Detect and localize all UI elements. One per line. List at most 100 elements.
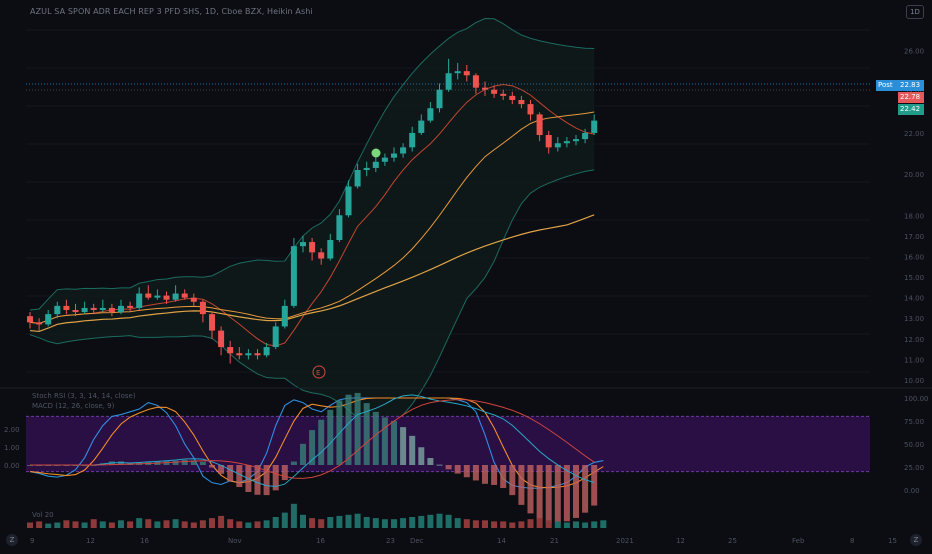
candle-body (545, 135, 552, 148)
candle-body (573, 139, 579, 142)
candle-body (509, 95, 516, 100)
candle-body (245, 353, 252, 356)
candle-body (190, 297, 197, 302)
volume-bar (318, 519, 325, 528)
zoom-right-icon[interactable]: Z (910, 534, 922, 546)
macd-hist-bar (172, 460, 179, 465)
macd-hist-bar (500, 465, 507, 489)
time-tick-label: Dec (410, 537, 424, 545)
post-price-tag: 22.83 (898, 80, 924, 91)
volume-bar (218, 515, 225, 528)
candle-body (436, 89, 443, 109)
macd-hist-bar (391, 420, 397, 465)
price-tick-label: 11.00 (904, 356, 924, 364)
volume-bar (536, 518, 543, 528)
stoch-tick-label: 25.00 (904, 464, 924, 472)
candle-body (145, 293, 152, 298)
price-tick-label: 10.00 (904, 377, 924, 385)
macd-hist-bar (236, 465, 243, 488)
candle-body (209, 314, 215, 331)
macd-signal-line (30, 399, 595, 479)
candle-body (163, 295, 170, 300)
volume-bar (300, 514, 306, 528)
macd-hist-bar (309, 430, 316, 465)
candle-body (591, 120, 598, 133)
volume-bar (472, 520, 479, 528)
volume-bar (509, 522, 516, 528)
macd-hist-bar (281, 465, 288, 481)
macd-legend[interactable]: MACD (12, 26, close, 9) (32, 402, 115, 410)
macd-hist-bar (536, 465, 543, 521)
macd-hist-bar (482, 465, 488, 484)
stoch-tick-label: 75.00 (904, 418, 924, 426)
candle-body (172, 293, 179, 300)
volume-bar (272, 517, 279, 528)
volume-bar (227, 519, 234, 528)
candle-body (554, 143, 561, 148)
candle-body (27, 316, 33, 323)
candle-body (236, 353, 243, 356)
stoch-rsi-legend[interactable]: Stoch RSI (3, 3, 14, 14, close) (32, 392, 136, 400)
volume-bar (518, 521, 525, 528)
candle-body (336, 215, 343, 240)
volume-bar (409, 517, 416, 528)
time-tick-label: 25 (728, 537, 737, 545)
volume-bar (327, 517, 334, 528)
signal-dot (371, 148, 381, 158)
ma-long-line (29, 214, 595, 333)
volume-bar (482, 520, 488, 528)
volume-bar (345, 514, 352, 528)
candle-body (454, 71, 461, 74)
stoch-k-line (29, 397, 604, 489)
macd-hist-bar (427, 458, 434, 465)
macd-hist-bar (227, 465, 234, 482)
zoom-left-icon[interactable]: Z (6, 534, 18, 546)
earnings-marker (312, 365, 326, 379)
macd-tick-label: 0.00 (4, 462, 20, 470)
time-tick-label: 16 (140, 537, 149, 545)
candle-body (154, 295, 161, 298)
candle-body (536, 114, 543, 135)
volume-bar (445, 514, 452, 528)
macd-hist-bar (591, 465, 598, 506)
candle-body (136, 293, 143, 308)
volume-bar (281, 512, 288, 528)
volume-legend[interactable]: Vol 20 (32, 511, 54, 519)
volume-bar (72, 521, 79, 528)
candle-body (518, 100, 525, 105)
candle-body (118, 305, 124, 313)
volume-bar (427, 514, 434, 528)
time-tick-label: Nov (228, 537, 242, 545)
price-tick-label: 15.00 (904, 274, 924, 282)
volume-bar (454, 518, 461, 528)
ma-short-line (29, 84, 595, 347)
volume-bar (172, 519, 179, 528)
price-tick-label: 12.00 (904, 336, 924, 344)
macd-hist-bar (400, 427, 407, 465)
bollinger-fill (30, 18, 595, 427)
volume-bar (381, 519, 388, 528)
candle-body (300, 242, 306, 247)
volume-bar (554, 521, 561, 528)
volume-bar (63, 520, 70, 528)
volume-bar (545, 520, 552, 528)
macd-hist-bar (518, 465, 525, 505)
bollinger-lower-line (29, 169, 595, 427)
macd-hist-bar (218, 465, 225, 474)
price-tick-label: 17.00 (904, 233, 924, 241)
volume-bar (145, 519, 152, 528)
candle-body (309, 242, 316, 253)
volume-bar (573, 521, 579, 528)
time-tick-label: 16 (316, 537, 325, 545)
macd-hist-bar (472, 465, 479, 481)
candle-body (363, 167, 370, 170)
timeframe-button[interactable]: 1D (906, 5, 924, 19)
candle-body (90, 307, 97, 310)
macd-tick-label: 2.00 (4, 426, 20, 434)
macd-hist-bar (345, 394, 352, 465)
volume-bar (209, 518, 215, 528)
macd-hist-bar (436, 464, 443, 466)
candle-body (199, 301, 206, 315)
candle-body (500, 93, 507, 96)
